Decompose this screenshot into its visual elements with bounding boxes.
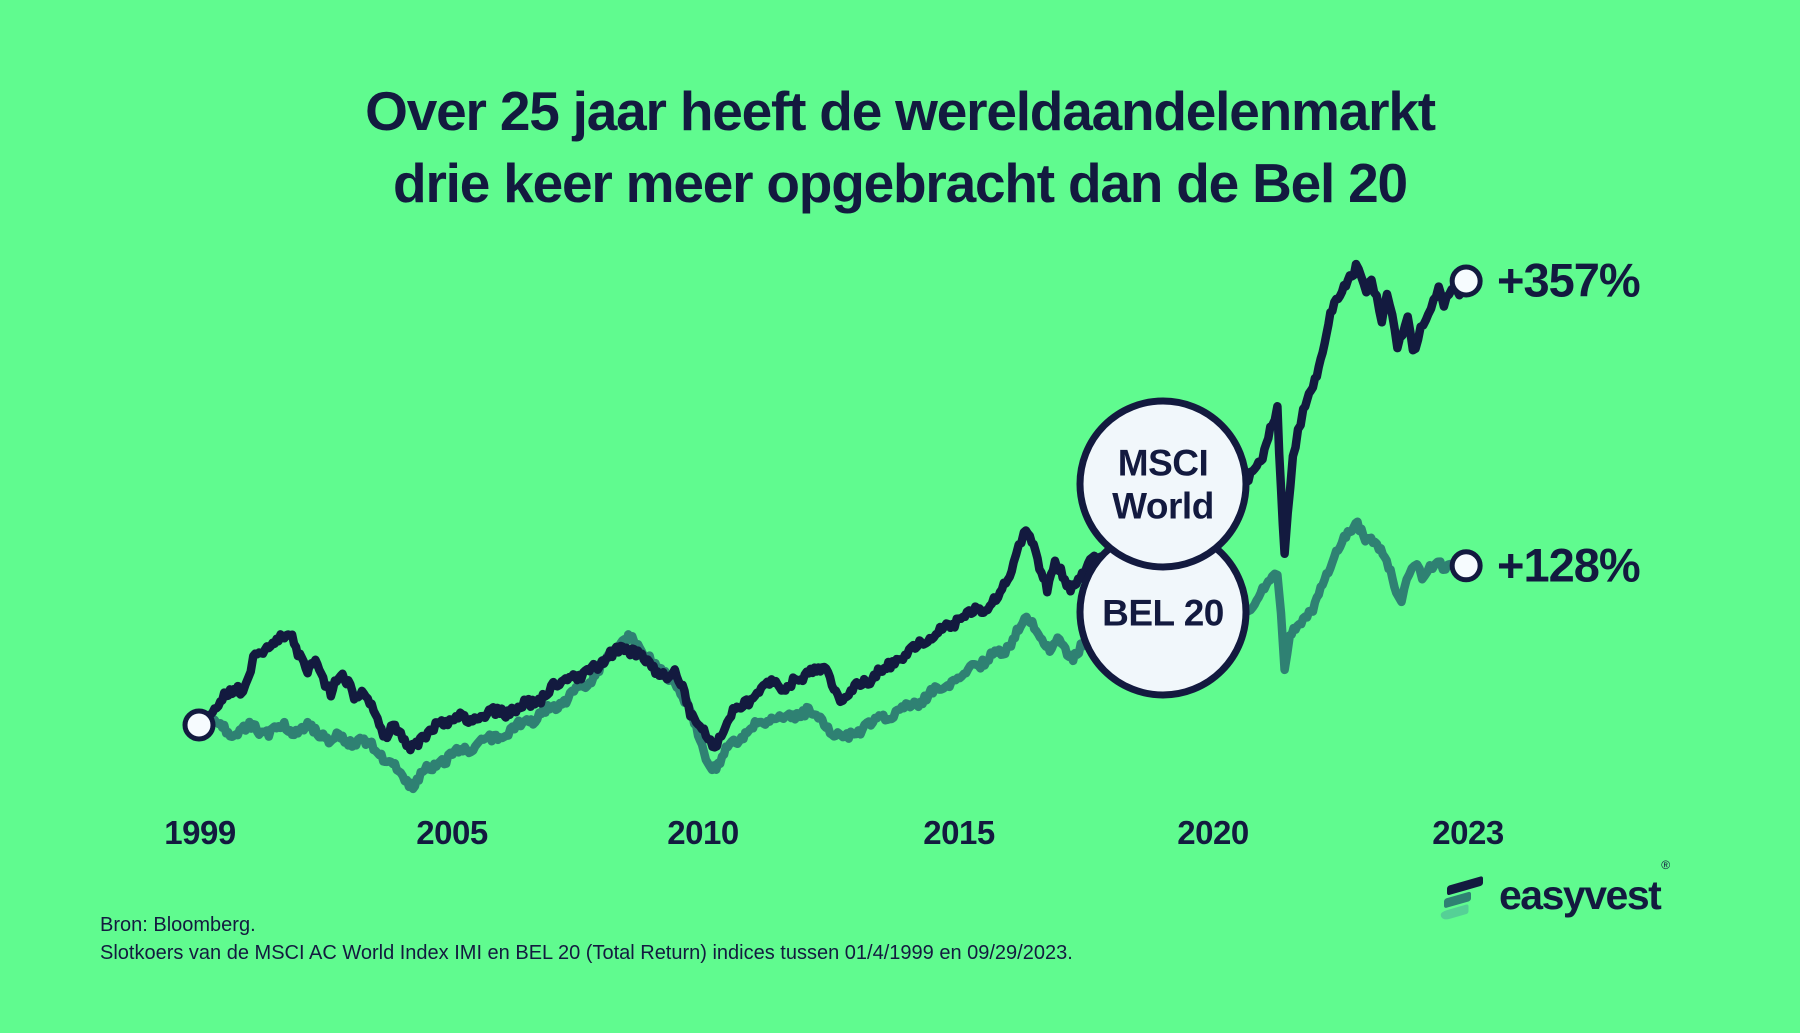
chart-title-line2: drie keer meer opgebracht dan de Bel 20: [393, 151, 1408, 214]
start-point-marker: [182, 708, 216, 742]
easyvest-logo-text: easyvest®: [1499, 858, 1670, 918]
bel20-end-marker: [1449, 549, 1483, 583]
chart-title-line1: Over 25 jaar heeft de wereldaandelenmark…: [365, 80, 1436, 142]
source-line2: Slotkoers van de MSCI AC World Index IMI…: [100, 942, 1073, 964]
x-tick-2015: 2015: [923, 814, 995, 851]
source-note: Bron: Bloomberg. Slotkoers van de MSCI A…: [100, 911, 1073, 967]
registered-trademark-symbol: ®: [1661, 858, 1670, 872]
msci-world-line: [194, 259, 1471, 755]
msci-world-end-marker: [1449, 264, 1483, 298]
source-line1: Bron: Bloomberg.: [100, 914, 256, 936]
easyvest-logo-mark-icon: [1440, 876, 1483, 920]
x-tick-2005: 2005: [416, 814, 488, 851]
bel20-return-label: +128%: [1497, 538, 1641, 592]
chart-title: Over 25 jaar heeft de wereldaandelenmark…: [0, 76, 1800, 219]
msci-world-badge-label-line1: MSCI: [1118, 443, 1209, 484]
x-tick-2020: 2020: [1177, 814, 1249, 851]
msci-world-return-label: +357%: [1497, 253, 1641, 307]
x-tick-2023: 2023: [1432, 814, 1504, 851]
bel20-badge-label: BEL 20: [1102, 593, 1224, 634]
msci-world-badge-circle: [1076, 397, 1250, 571]
x-tick-2010: 2010: [667, 814, 739, 851]
easyvest-logo: easyvest®: [1437, 858, 1670, 921]
bel20-line: [194, 517, 1471, 794]
x-tick-1999: 1999: [164, 814, 236, 851]
msci-world-badge-label-line2: World: [1112, 486, 1214, 527]
